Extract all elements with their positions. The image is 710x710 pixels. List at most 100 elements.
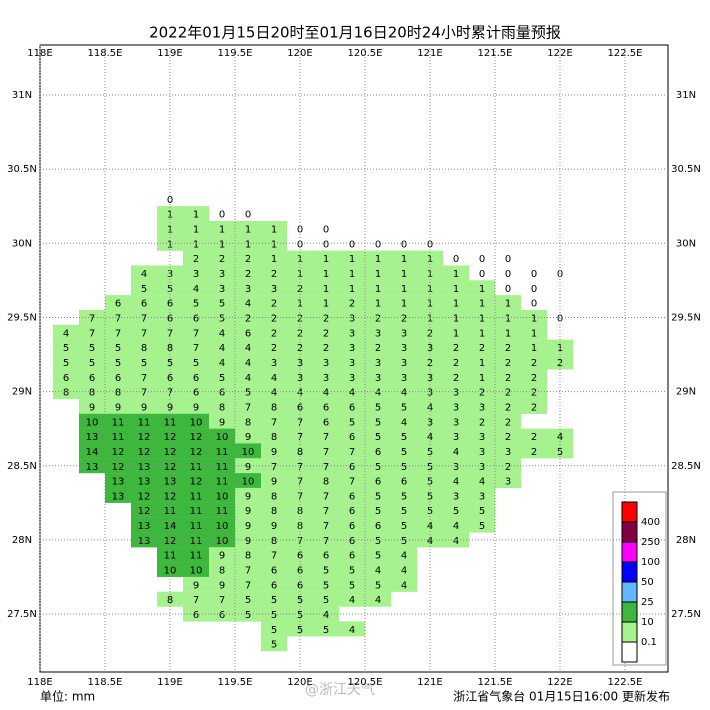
rain-value: 11 (164, 417, 177, 428)
rain-value: 13 (138, 521, 151, 532)
rain-cell (261, 324, 287, 340)
rain-cell (365, 413, 391, 429)
rain-cell (365, 295, 391, 311)
rain-cell (131, 265, 157, 281)
rain-value: 1 (193, 224, 199, 235)
rain-cell (521, 295, 547, 311)
legend-label: 0.1 (641, 637, 657, 648)
rain-value: 11 (216, 477, 229, 488)
rain-value: 5 (245, 388, 251, 399)
rain-cell (105, 443, 131, 459)
rain-cell (443, 369, 469, 385)
rain-value: 13 (86, 462, 99, 473)
rain-cell (391, 250, 417, 266)
rain-value: 1 (531, 343, 537, 354)
rain-value: 7 (193, 328, 199, 339)
rain-cell (417, 354, 443, 370)
rain-cell (339, 591, 365, 607)
rain-value: 1 (349, 284, 355, 295)
rain-cell (209, 295, 235, 311)
rain-cell (469, 354, 495, 370)
rain-value: 4 (479, 477, 485, 488)
rain-value: 5 (141, 358, 147, 369)
rain-cell (443, 517, 469, 533)
rain-value: 1 (375, 284, 381, 295)
rain-value: 7 (323, 506, 329, 517)
rain-cell (183, 473, 209, 489)
rain-value: 1 (401, 299, 407, 310)
rain-value: 5 (219, 313, 225, 324)
lon-label-top: 119E (157, 48, 182, 59)
rain-cell (313, 398, 339, 414)
rain-cell (443, 265, 469, 281)
rain-value: 1 (297, 299, 303, 310)
rain-cell (131, 502, 157, 518)
rain-value: 2 (505, 358, 511, 369)
rain-cell (339, 502, 365, 518)
rain-cell (209, 517, 235, 533)
rain-value: 1 (323, 284, 329, 295)
rain-value: 7 (297, 491, 303, 502)
rain-value: 6 (323, 417, 329, 428)
rain-value: 8 (219, 402, 225, 413)
rain-value: 12 (112, 447, 125, 458)
rain-cell (261, 517, 287, 533)
rain-cell (287, 265, 313, 281)
rain-cell (313, 354, 339, 370)
rain-cell (209, 413, 235, 429)
rain-value: 10 (242, 477, 255, 488)
lat-label-right: 31N (676, 90, 696, 101)
rain-value: 11 (112, 417, 125, 428)
rain-value: 1 (427, 269, 433, 280)
lon-label-top: 122E (547, 48, 572, 59)
rain-value: 2 (245, 313, 251, 324)
rain-cell (235, 265, 261, 281)
rain-value: 8 (271, 506, 277, 517)
rain-value: 4 (427, 536, 433, 547)
rain-cell (261, 636, 287, 652)
rain-value: 10 (190, 566, 203, 577)
rain-cell (131, 473, 157, 489)
rain-value: 5 (375, 462, 381, 473)
rain-value: 3 (479, 491, 485, 502)
lon-label-bottom: 122.5E (608, 677, 643, 688)
rain-cell (339, 265, 365, 281)
rain-value: 4 (323, 388, 329, 399)
rain-value: 1 (297, 254, 303, 265)
rain-cell (391, 547, 417, 563)
rain-value: 12 (138, 447, 151, 458)
legend-label: 25 (641, 597, 654, 608)
rain-value: 1 (401, 254, 407, 265)
rain-cell (391, 398, 417, 414)
rain-value: 6 (89, 373, 95, 384)
rain-cell (313, 562, 339, 578)
rain-cell (261, 487, 287, 503)
rain-value: 1 (505, 328, 511, 339)
rain-value: 1 (193, 210, 199, 221)
rain-value: 3 (479, 432, 485, 443)
rain-value: 9 (193, 580, 199, 591)
rain-value: 11 (164, 506, 177, 517)
rain-value: 6 (349, 402, 355, 413)
rain-cell (261, 250, 287, 266)
rain-value: 5 (219, 299, 225, 310)
rain-value: 14 (164, 521, 177, 532)
rain-value: 3 (349, 373, 355, 384)
rain-value: 0 (245, 210, 251, 221)
rain-cell (287, 295, 313, 311)
rain-value: 7 (297, 477, 303, 488)
rain-value: 6 (297, 551, 303, 562)
lat-label-left: 29.5N (7, 312, 37, 323)
rain-cell (105, 339, 131, 355)
rain-cell (209, 398, 235, 414)
rain-cell (339, 369, 365, 385)
rain-cell (469, 398, 495, 414)
rain-value: 6 (323, 402, 329, 413)
rain-cell (313, 369, 339, 385)
lat-label-right: 27.5N (671, 609, 701, 620)
rain-value: 10 (216, 536, 229, 547)
rain-value: 7 (349, 447, 355, 458)
rain-cell (443, 250, 469, 266)
rain-value: 4 (453, 447, 459, 458)
rain-cell (183, 369, 209, 385)
